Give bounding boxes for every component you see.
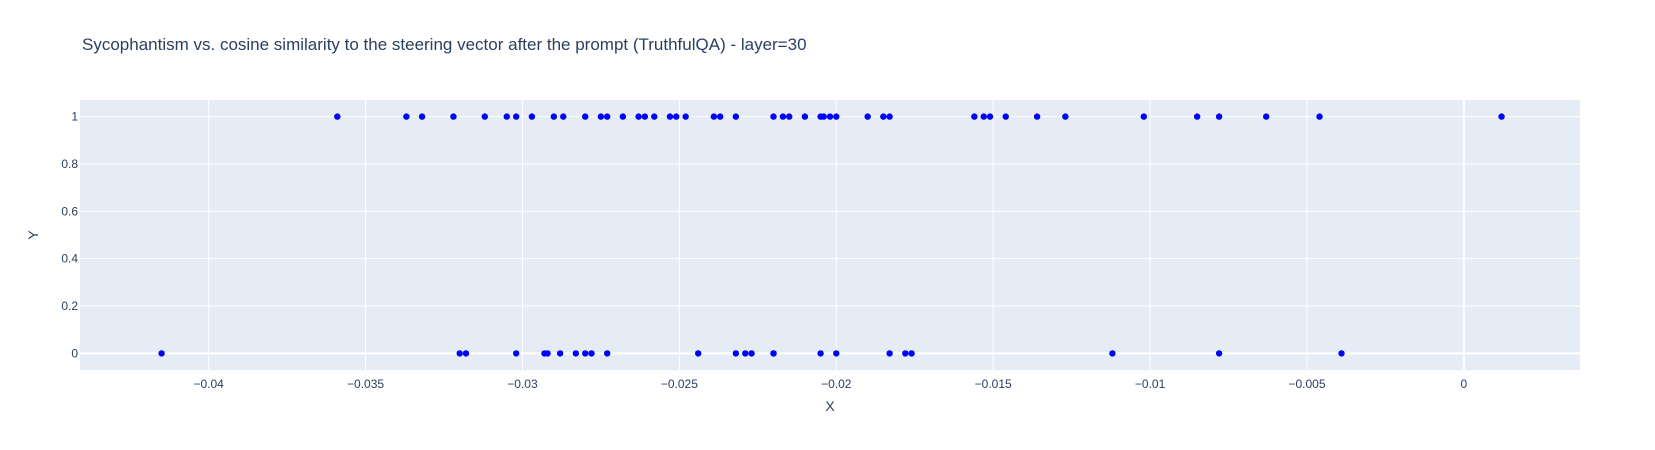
chart-title: Sycophantism vs. cosine similarity to th… [82,35,807,54]
data-point [528,113,536,120]
grid-lines [80,100,1580,370]
data-point [158,350,165,357]
data-point [597,113,605,120]
data-point [635,113,642,120]
data-point [1193,113,1201,120]
x-tick-label: −0.005 [1288,377,1325,391]
y-tick-label: 0.6 [61,204,78,218]
y-axis-title: Y [25,230,41,240]
data-point [641,113,649,120]
data-point [779,113,787,120]
data-point [886,350,893,357]
data-point [1002,113,1009,120]
x-tick-label: −0.02 [821,377,852,391]
y-axis-ticks: 0 0.2 0.4 0.6 0.8 1 [61,110,78,361]
data-point [695,350,702,357]
data-point [770,350,777,357]
data-point [971,113,978,120]
x-tick-label: −0.04 [193,377,224,391]
data-point [864,113,871,120]
y-tick-label: 1 [71,110,78,124]
y-tick-label: 0.2 [61,299,78,313]
data-point [820,113,827,120]
x-tick-label: −0.015 [975,377,1012,391]
data-point [418,113,426,120]
data-point [556,350,564,357]
data-point [1062,113,1069,120]
data-point [770,113,777,120]
data-point [801,113,809,120]
data-point [1215,350,1223,357]
data-points [158,113,1505,357]
data-point [560,113,567,120]
data-point [826,113,834,120]
data-point [817,350,824,357]
data-point [786,113,793,120]
data-point [1316,113,1323,120]
data-point [732,113,740,120]
data-point [503,113,510,120]
data-point [334,113,341,120]
data-point [1215,113,1223,120]
data-point [462,350,470,357]
data-point [833,113,840,120]
data-point [582,113,589,120]
data-point [1338,350,1345,357]
x-tick-label: −0.035 [347,377,384,391]
data-point [403,113,410,120]
data-point [980,113,987,120]
data-point [582,350,589,357]
data-point [710,113,718,120]
y-tick-label: 0.8 [61,157,78,171]
y-tick-label: 0.4 [61,252,78,266]
data-point [716,113,724,120]
data-point [902,350,909,357]
data-point [986,113,994,120]
data-point [456,350,463,357]
data-point [1109,350,1116,357]
data-point [603,350,611,357]
data-point [544,350,551,357]
data-point [673,113,680,120]
data-point [603,113,611,120]
data-point [651,113,658,120]
data-point [450,113,457,120]
data-point [908,350,915,357]
data-point [512,113,520,120]
data-point [732,350,740,357]
data-point [572,350,580,357]
data-point [880,113,887,120]
x-tick-label: −0.025 [661,377,698,391]
x-axis-title: X [825,398,835,414]
data-point [1498,113,1505,120]
data-point [748,350,755,357]
data-point [1140,113,1148,120]
data-point [666,113,674,120]
data-point [512,350,520,357]
data-point [588,350,595,357]
x-tick-label: 0 [1461,377,1468,391]
data-point [1033,113,1041,120]
y-tick-label: 0 [71,346,78,360]
data-point [742,350,749,357]
x-tick-label: −0.01 [1135,377,1166,391]
data-point [619,113,627,120]
data-point [550,113,558,120]
x-axis-ticks: −0.04 −0.035 −0.03 −0.025 −0.02 −0.015 −0.01 −0… [193,377,1467,391]
x-tick-label: −0.03 [507,377,538,391]
data-point [886,113,893,120]
data-point [833,350,840,357]
data-point [682,113,689,120]
data-point [1262,113,1270,120]
plot-area [80,100,1580,370]
data-point [481,113,489,120]
